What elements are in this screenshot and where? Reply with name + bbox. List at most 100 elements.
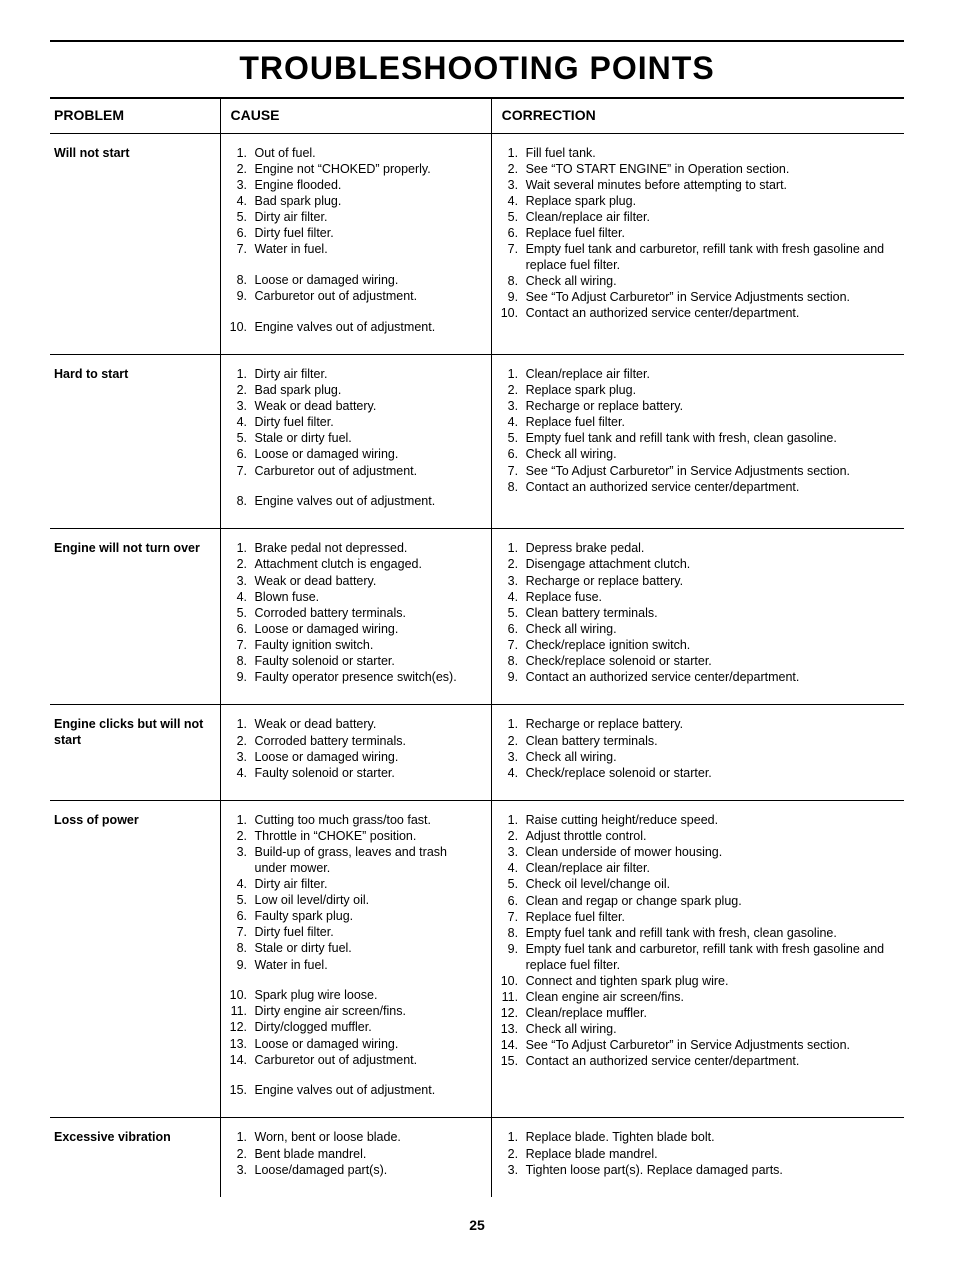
cause-cell: Brake pedal not depressed.Attachment clu… — [220, 529, 491, 705]
list-item: Recharge or replace battery. — [522, 399, 894, 415]
correction-cell: Recharge or replace battery.Clean batter… — [491, 705, 904, 801]
list-item: Clean engine air screen/fins. — [522, 990, 894, 1006]
list-item: Dirty/clogged muffler. — [251, 1020, 481, 1036]
list-item: Stale or dirty fuel. — [251, 431, 481, 447]
list-item: Corroded battery terminals. — [251, 734, 481, 750]
header-correction: CORRECTION — [491, 98, 904, 133]
list-item: Bent blade mandrel. — [251, 1147, 481, 1163]
list-item: Replace spark plug. — [522, 383, 894, 399]
list-item: Adjust throttle control. — [522, 829, 894, 845]
table-row: Loss of power Cutting too much grass/too … — [50, 800, 904, 1118]
list-item: Corroded battery terminals. — [251, 606, 481, 622]
list-item: Clean battery terminals. — [522, 734, 894, 750]
list-item: Blown fuse. — [251, 590, 481, 606]
list-item: Contact an authorized service center/dep… — [522, 670, 894, 686]
list-item: Clean and regap or change spark plug. — [522, 894, 894, 910]
list-item: See “TO START ENGINE” in Operation secti… — [522, 162, 894, 178]
list-item: Build-up of grass, leaves and trash unde… — [251, 845, 481, 876]
list-item: Faulty spark plug. — [251, 909, 481, 925]
list-item: Wait several minutes before attempting t… — [522, 178, 894, 194]
list-item: Engine not “CHOKED” properly. — [251, 162, 481, 178]
table-row: Hard to startDirty air filter.Bad spark … — [50, 354, 904, 529]
list-item: Bad spark plug. — [251, 194, 481, 210]
list-item: Dirty air filter. — [251, 877, 481, 893]
list-item: Dirty fuel filter. — [251, 925, 481, 941]
list-item: Engine valves out of adjustment. — [251, 320, 481, 336]
list-item: Check/replace ignition switch. — [522, 638, 894, 654]
header-cause: CAUSE — [220, 98, 491, 133]
list-item: Out of fuel. — [251, 146, 481, 162]
list-item: Empty fuel tank and refill tank with fre… — [522, 926, 894, 942]
list-item: Faulty ignition switch. — [251, 638, 481, 654]
table-row: Engine clicks but will not startWeak or … — [50, 705, 904, 801]
list-item: Disengage attachment clutch. — [522, 557, 894, 573]
list-item: Dirty engine air screen/fins. — [251, 1004, 481, 1020]
list-item: Replace fuel filter. — [522, 910, 894, 926]
list-item: Loose or damaged wiring. — [251, 273, 481, 289]
list-item: Check all wiring. — [522, 274, 894, 290]
list-item: Contact an authorized service center/dep… — [522, 480, 894, 496]
list-item: Brake pedal not depressed. — [251, 541, 481, 557]
list-item: Faulty solenoid or starter. — [251, 654, 481, 670]
problem-cell: Excessive vibration — [50, 1118, 220, 1197]
list-item: Replace fuse. — [522, 590, 894, 606]
table-row: Excessive vibration Worn, bent or loose b… — [50, 1118, 904, 1197]
list-item: Water in fuel. — [251, 958, 481, 974]
list-item: Replace spark plug. — [522, 194, 894, 210]
list-item: Clean/replace air filter. — [522, 861, 894, 877]
list-item: Engine flooded. — [251, 178, 481, 194]
problem-cell: Engine will not turn over — [50, 529, 220, 705]
troubleshooting-table: PROBLEM CAUSE CORRECTION Will not startO… — [50, 97, 904, 1197]
list-item: Dirty fuel filter. — [251, 226, 481, 242]
list-item: Clean/replace air filter. — [522, 210, 894, 226]
cause-cell: Dirty air filter.Bad spark plug.Weak or … — [220, 354, 491, 529]
list-item: Clean/replace air filter. — [522, 367, 894, 383]
list-item: Dirty air filter. — [251, 367, 481, 383]
list-item: Check all wiring. — [522, 750, 894, 766]
list-item: Check oil level/change oil. — [522, 877, 894, 893]
list-item: Contact an authorized service center/dep… — [522, 306, 894, 322]
list-item: Replace fuel filter. — [522, 415, 894, 431]
table-row: Will not startOut of fuel.Engine not “CH… — [50, 133, 904, 354]
list-item: Throttle in “CHOKE” position. — [251, 829, 481, 845]
list-item: Dirty fuel filter. — [251, 415, 481, 431]
list-item: Clean/replace muffler. — [522, 1006, 894, 1022]
list-item: Spark plug wire loose. — [251, 988, 481, 1004]
list-item: Dirty air filter. — [251, 210, 481, 226]
top-horizontal-rule — [50, 40, 904, 42]
list-item: Low oil level/dirty oil. — [251, 893, 481, 909]
problem-cell: Hard to start — [50, 354, 220, 529]
list-item: Worn, bent or loose blade. — [251, 1130, 481, 1146]
list-item: Weak or dead battery. — [251, 399, 481, 415]
list-item: Depress brake pedal. — [522, 541, 894, 557]
list-item: See “To Adjust Carburetor” in Service Ad… — [522, 464, 894, 480]
correction-cell: Clean/replace air filter.Replace spark p… — [491, 354, 904, 529]
list-item: Carburetor out of adjustment. — [251, 1053, 481, 1069]
list-item: Connect and tighten spark plug wire. — [522, 974, 894, 990]
list-item: Carburetor out of adjustment. — [251, 289, 481, 305]
list-item: See “To Adjust Carburetor” in Service Ad… — [522, 1038, 894, 1054]
list-item: Clean battery terminals. — [522, 606, 894, 622]
correction-cell: Fill fuel tank.See “TO START ENGINE” in … — [491, 133, 904, 354]
list-item: Faulty operator presence switch(es). — [251, 670, 481, 686]
list-item: Weak or dead battery. — [251, 574, 481, 590]
list-item: Check all wiring. — [522, 447, 894, 463]
list-item: Check all wiring. — [522, 1022, 894, 1038]
list-item: Replace blade. Tighten blade bolt. — [522, 1130, 894, 1146]
list-item: Cutting too much grass/too fast. — [251, 813, 481, 829]
list-item: Water in fuel. — [251, 242, 481, 258]
list-item: Recharge or replace battery. — [522, 574, 894, 590]
problem-cell: Engine clicks but will not start — [50, 705, 220, 801]
list-item: Raise cutting height/reduce speed. — [522, 813, 894, 829]
list-item: Carburetor out of adjustment. — [251, 464, 481, 480]
list-item: Loose or damaged wiring. — [251, 447, 481, 463]
list-item: Tighten loose part(s). Replace damaged p… — [522, 1163, 894, 1179]
problem-cell: Loss of power — [50, 800, 220, 1118]
list-item: Loose or damaged wiring. — [251, 1037, 481, 1053]
correction-cell: Depress brake pedal.Disengage attachment… — [491, 529, 904, 705]
list-item: Attachment clutch is engaged. — [251, 557, 481, 573]
list-item: Check/replace solenoid or starter. — [522, 766, 894, 782]
correction-cell: Raise cutting height/reduce speed.Adjust… — [491, 800, 904, 1118]
correction-cell: Replace blade. Tighten blade bolt.Replac… — [491, 1118, 904, 1197]
page-number: 25 — [50, 1217, 904, 1233]
